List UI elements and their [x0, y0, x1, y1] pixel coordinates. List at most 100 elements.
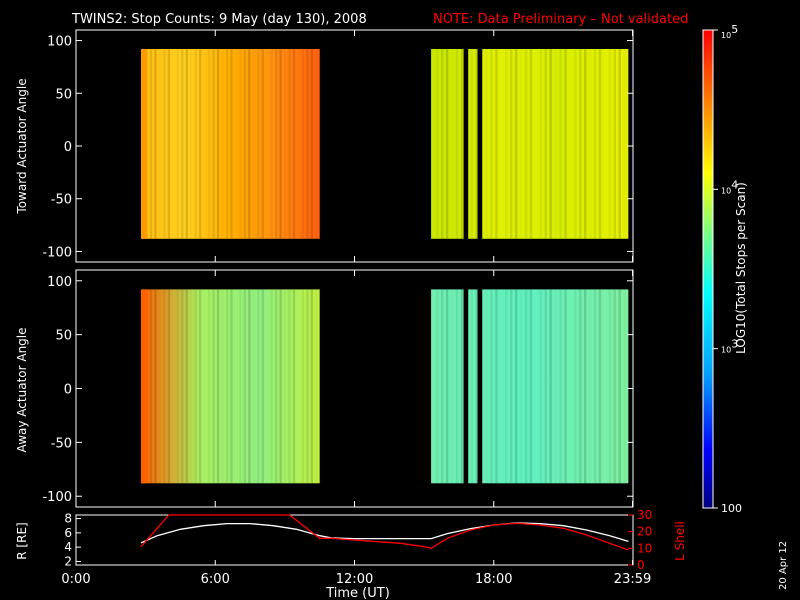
toward-striation	[579, 48, 582, 239]
colorbar-label: LOG10(Total Stops per Scan)	[734, 182, 748, 354]
away-striation	[559, 289, 562, 484]
toward-striation	[598, 48, 602, 239]
away-striation	[301, 289, 305, 484]
orbit-right-tick-label: 0	[637, 558, 645, 572]
xtick-label: 12:00	[336, 572, 373, 587]
orbit-left-ylabel: R [RE]	[15, 522, 29, 559]
xtick-label: 18:00	[475, 572, 512, 587]
away-striation	[613, 289, 617, 484]
toward-data-gap	[477, 46, 483, 241]
away-ytick-label: -100	[42, 490, 72, 505]
away-striation	[593, 289, 597, 484]
away-striation	[445, 289, 449, 484]
away-striation	[284, 289, 286, 483]
toward-ytick-label: 50	[55, 87, 72, 102]
toward-striation	[589, 49, 591, 239]
toward-striation	[163, 48, 166, 239]
toward-ytick-label: 100	[47, 35, 72, 50]
away-ylabel: Away Actuator Angle	[15, 327, 29, 452]
away-striation	[505, 289, 508, 484]
away-striation	[564, 289, 567, 484]
toward-striation	[310, 48, 313, 239]
date-stamp: 20 Apr 12	[778, 541, 789, 590]
toward-striation	[149, 48, 153, 239]
toward-striation	[485, 49, 487, 239]
away-striation	[549, 289, 552, 484]
away-striation	[315, 289, 317, 483]
away-edge-stripe	[140, 289, 147, 484]
away-striation	[181, 289, 184, 484]
colorbar-tick-label: 103	[721, 338, 738, 355]
toward-striation	[185, 48, 188, 239]
toward-striation	[199, 48, 202, 239]
toward-data-block	[140, 48, 320, 239]
toward-striation	[618, 48, 621, 239]
away-striation	[524, 289, 528, 484]
toward-striation	[159, 49, 161, 239]
orbit-right-tick-label: 30	[637, 508, 652, 522]
toward-striation	[509, 48, 513, 239]
toward-striation	[181, 48, 184, 239]
away-striation	[261, 289, 264, 484]
toward-striation	[559, 48, 562, 239]
away-striation	[455, 289, 459, 484]
away-data-gap	[463, 287, 469, 486]
away-data-gap	[477, 287, 483, 486]
toward-striation	[529, 48, 533, 239]
xtick-label: 0:00	[61, 572, 90, 587]
away-striation	[589, 289, 591, 483]
toward-striation	[564, 48, 567, 239]
away-striation	[440, 289, 444, 484]
away-striation	[520, 289, 522, 483]
away-striation	[451, 289, 453, 483]
toward-striation	[253, 49, 255, 239]
away-striation	[248, 289, 251, 484]
toward-striation	[301, 48, 305, 239]
toward-striation	[216, 48, 220, 239]
away-striation	[495, 289, 498, 484]
toward-striation	[495, 48, 498, 239]
away-heatmap-panel: 100 50 0 -50 -100	[42, 269, 634, 508]
away-striation	[608, 289, 612, 484]
toward-striation	[445, 48, 449, 239]
away-striation	[598, 289, 602, 484]
toward-striation	[239, 48, 242, 239]
toward-striation	[613, 48, 617, 239]
away-striation	[579, 289, 582, 484]
toward-striation	[212, 48, 215, 239]
toward-striation	[243, 48, 246, 239]
away-striation	[470, 289, 474, 484]
away-striation	[288, 289, 291, 484]
away-striation	[306, 289, 309, 484]
toward-striation	[275, 48, 278, 239]
toward-striation	[514, 48, 518, 239]
toward-striation	[470, 48, 474, 239]
orbit-left-tick-label: 6	[64, 526, 72, 540]
toward-ylabel: Toward Actuator Angle	[15, 78, 29, 214]
away-striation	[574, 289, 577, 484]
away-striation	[275, 289, 278, 484]
figure-title: TWINS2: Stop Counts: 9 May (day 130), 20…	[71, 12, 367, 27]
away-striation	[253, 289, 255, 483]
toward-striation	[593, 48, 597, 239]
toward-striation	[436, 48, 439, 239]
away-ytick-label: 0	[64, 383, 72, 398]
colorbar: 105 104 103 100 LOG10(Total Stops per Scan)	[702, 23, 748, 515]
toward-striation	[284, 49, 286, 239]
colorbar-tick-label: 104	[721, 178, 738, 195]
away-striation	[623, 289, 625, 483]
away-striation	[159, 289, 161, 483]
colorbar-gradient	[702, 29, 714, 509]
toward-striation	[451, 49, 453, 239]
away-striation	[544, 289, 547, 484]
away-striation	[221, 289, 223, 483]
away-striation	[230, 289, 233, 484]
toward-striation	[306, 48, 309, 239]
colorbar-tick-label: 100	[721, 502, 742, 515]
colorbar-tick-label: 105	[721, 23, 738, 40]
toward-striation	[270, 48, 273, 239]
toward-striation	[520, 49, 522, 239]
toward-striation	[257, 48, 260, 239]
toward-striation	[230, 48, 233, 239]
